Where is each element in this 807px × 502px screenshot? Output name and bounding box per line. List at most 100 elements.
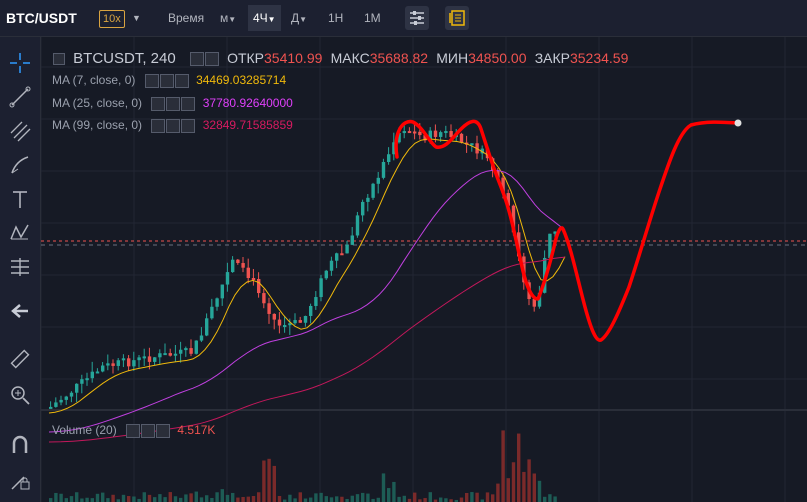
volume-bar [480,499,484,502]
indicators-settings-icon[interactable] [405,6,429,30]
candle [64,396,68,400]
interval-week[interactable]: 1Н [328,11,344,25]
volume-bar [475,492,479,502]
candle [189,348,193,354]
candle [350,235,354,245]
eye-icon[interactable] [151,118,166,133]
close-icon[interactable] [181,118,196,133]
candle [277,319,282,326]
volume-bar [439,497,443,502]
collapse-icon[interactable] [53,53,65,66]
leverage-badge[interactable]: 10x [99,10,125,28]
interval-4h[interactable]: 4Ч▼ [248,5,281,31]
interval-minutes[interactable]: м▼ [220,11,237,25]
candle [49,406,53,409]
candle [90,371,94,379]
pattern-icon[interactable] [8,221,32,245]
candle [132,360,136,367]
volume-bar [324,496,328,502]
candle [319,278,323,298]
lock-drawing-icon[interactable] [8,469,32,493]
back-arrow-icon[interactable] [8,299,32,323]
volume-bar [168,492,172,502]
candle [324,270,328,279]
candle [194,340,198,354]
volume-bar [350,495,354,502]
volume-bar [517,433,521,502]
candle [220,284,224,299]
measure-icon[interactable] [8,255,32,279]
candlesticks [49,122,557,409]
close-value: 35234.59 [569,50,629,66]
candle [433,130,438,137]
chevron-down-icon[interactable]: ▼ [132,13,141,23]
volume-bar [225,494,230,502]
interval-month[interactable]: 1М [364,11,381,25]
candle [262,293,266,304]
volume-legend: Volume (20) 4.517K [52,423,216,438]
templates-icon[interactable] [445,6,469,30]
volume-bar [491,494,495,502]
zoom-in-icon[interactable] [8,383,32,407]
eye-icon[interactable] [189,52,204,67]
volume-bar [381,473,386,502]
volume-bar [444,498,448,502]
crosshair-icon[interactable] [8,51,32,75]
ruler-icon[interactable] [8,347,32,371]
gear-icon[interactable] [166,96,181,111]
gear-icon[interactable] [141,423,156,438]
volume-bar [241,496,245,502]
candle [288,323,292,326]
candle [121,358,126,361]
interval-day[interactable]: Д▼ [291,11,308,25]
close-icon[interactable] [181,96,196,111]
volume-bar [428,492,432,502]
ma25-line [48,169,566,433]
candle [381,161,386,178]
fib-channel-icon[interactable] [8,119,32,143]
volume-bar [49,498,53,502]
time-button[interactable]: Время [168,11,205,25]
gear-icon[interactable] [166,118,181,133]
volume-bar [194,491,198,502]
gear-icon[interactable] [204,52,219,67]
eye-icon[interactable] [144,73,159,88]
candle [231,259,235,273]
candle [199,335,204,341]
candle [95,371,100,374]
eye-icon[interactable] [151,96,166,111]
candle [366,197,370,202]
close-icon[interactable] [174,73,189,88]
magnet-icon[interactable] [8,433,32,457]
volume-bar [511,462,516,502]
volume-bar [106,498,110,502]
close-icon[interactable] [156,423,171,438]
ma99-value: 32849.71585859 [202,118,293,132]
brush-icon[interactable] [8,153,32,177]
volume-bar [387,488,391,502]
candle [205,318,209,336]
text-icon[interactable] [8,187,32,211]
volume-bar [179,497,183,502]
pair-title[interactable]: BTC/USDT [6,10,77,26]
candle [210,306,214,319]
candle [251,277,256,280]
candle [163,353,167,356]
volume-bar [433,499,438,502]
candle [179,349,183,354]
candle [241,263,245,268]
volume-bar [85,497,89,502]
ma7-value: 34469.03285714 [196,73,287,87]
candle [345,244,349,254]
trend-line-icon[interactable] [8,85,32,109]
volume-bar [470,492,474,502]
candle [511,205,516,233]
low-value: 34850.00 [468,50,527,66]
candle [59,399,63,403]
volume-bar [532,473,536,502]
candle [127,358,131,367]
drawing-endpoint-handle[interactable] [734,119,742,127]
price-chart[interactable] [41,37,807,502]
eye-icon[interactable] [126,423,141,438]
gear-icon[interactable] [159,73,174,88]
